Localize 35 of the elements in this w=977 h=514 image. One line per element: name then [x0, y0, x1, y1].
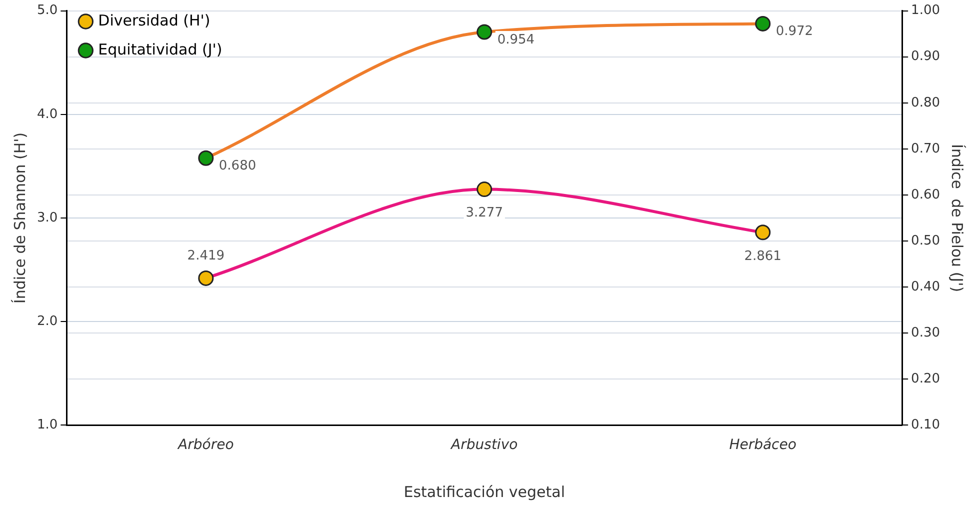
y2-tick-label: 0.80	[911, 95, 940, 110]
legend-label: Diversidad (H')	[98, 11, 210, 30]
y-tick-label: 3.0	[36, 210, 58, 226]
y2-tick-label: 0.40	[911, 279, 940, 294]
y2-tick-label: 0.90	[911, 49, 940, 64]
point	[198, 270, 214, 286]
y-tick-label: 4.0	[36, 106, 58, 122]
y2-tick-label: 0.20	[911, 372, 940, 387]
point	[755, 16, 771, 32]
y2-tick-label: 0.50	[911, 233, 940, 248]
data-label: 0.680	[218, 158, 256, 174]
legend-label: Equitatividad (J')	[98, 40, 222, 58]
y2-tick-label: 0.10	[911, 418, 940, 433]
x-tick-label: Arbóreo	[177, 437, 234, 454]
data-label: 0.972	[776, 24, 814, 40]
data-label: 0.954	[497, 32, 535, 48]
data-label: 3.277	[466, 206, 503, 221]
y-tick-label: 5.0	[36, 3, 58, 18]
x-tick-label: Arbustivo	[450, 437, 518, 454]
y2-tick-label: 0.60	[911, 187, 940, 202]
y2-tick-label: 1.00	[911, 3, 940, 18]
y-tick-label: 2.0	[36, 314, 58, 329]
x-tick-label: Herbáceo	[729, 437, 796, 454]
y2-tick-label: 0.70	[911, 141, 940, 156]
point	[755, 224, 771, 240]
point	[476, 24, 492, 40]
data-label: 2.419	[187, 248, 225, 264]
y2-tick-label: 0.30	[911, 325, 940, 340]
point	[198, 150, 214, 166]
y-tick-label: 1.0	[36, 418, 58, 433]
data-label: 2.861	[744, 248, 782, 264]
point	[476, 182, 492, 198]
y2-axis-title: Índice de Pielou (J')	[948, 144, 966, 292]
y-axis-title: Índice de Shannon (H')	[10, 132, 29, 304]
x-axis-title: Estatificación vegetal	[404, 482, 565, 501]
